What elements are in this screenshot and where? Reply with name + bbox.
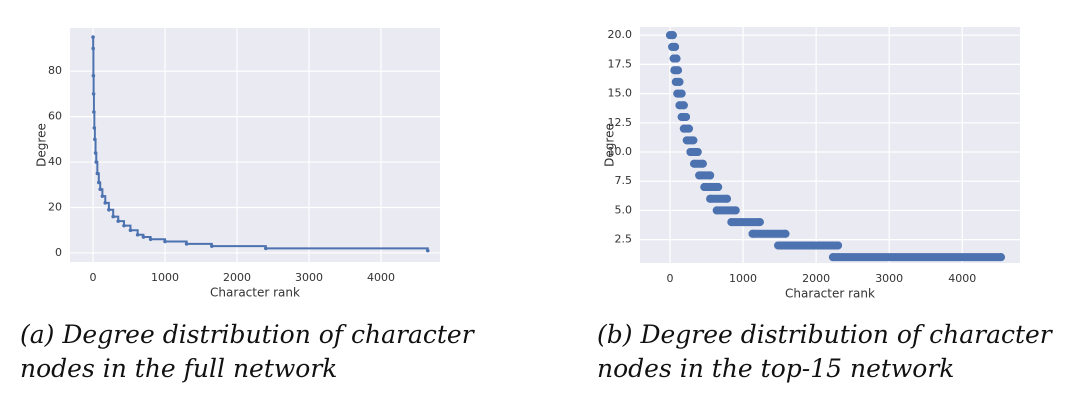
data-point [727,218,736,227]
data-point [689,136,698,145]
y-tick-label: 10.0 [608,145,633,158]
data-point [695,171,704,180]
data-point [698,159,707,168]
caption-line: nodes in the full network [20,354,337,383]
data-point [690,159,699,168]
x-axis-label: Character rank [785,287,875,301]
data-point [116,219,121,223]
data-point [91,73,96,78]
y-tick-label: 60 [48,110,62,123]
data-point [668,31,677,40]
y-tick-label: 20 [48,200,62,213]
data-point [686,148,695,157]
y-tick-label: 7.5 [615,174,633,187]
x-axis-label: Character rank [210,286,300,300]
y-tick-label: 20.0 [608,28,633,41]
data-point [675,77,684,86]
data-point [755,218,764,227]
data-point [163,239,167,244]
data-point [141,235,146,239]
data-point [684,124,693,133]
data-point [135,232,140,237]
y-axis-label: Degree [35,123,49,167]
data-point [93,137,97,142]
data-point [700,183,709,192]
data-point [94,160,99,164]
data-point [92,126,97,130]
data-point [781,229,790,238]
y-tick-label: 12.5 [608,116,633,129]
data-point [828,253,837,262]
data-point [91,35,95,39]
x-tick-label: 0 [666,272,673,285]
x-tick-label: 2000 [223,271,251,284]
x-tick-label: 3000 [875,272,903,285]
data-point [677,89,686,98]
data-point [103,201,108,205]
data-point [96,180,101,185]
data-point [91,92,96,96]
data-point [122,223,126,228]
y-tick-label: 40 [48,155,62,168]
data-point [425,248,430,253]
data-point [706,171,715,180]
data-point [706,194,715,203]
data-point [111,214,115,219]
y-tick-label: 17.5 [608,57,633,70]
data-point [148,237,153,242]
data-point [682,136,691,145]
data-point [672,54,681,63]
data-point [91,46,95,51]
x-tick-label: 4000 [367,271,395,284]
x-tick-label: 1000 [729,272,757,285]
caption-line: (b) Degree distribution of character [597,320,1054,349]
data-point [107,207,111,212]
data-point [95,171,100,176]
data-point [93,151,98,155]
data-point [98,187,103,192]
data-point [834,241,843,250]
data-point [714,183,723,192]
caption-line: (a) Degree distribution of character [20,320,476,349]
x-tick-label: 3000 [295,271,323,284]
y-tick-label: 5.0 [615,203,633,216]
data-point [693,148,702,157]
data-point [712,206,721,215]
data-point [774,241,783,250]
x-tick-label: 4000 [948,272,976,285]
y-axis-label: Degree [603,123,617,167]
data-point [674,66,682,75]
data-point [128,228,133,232]
x-tick-label: 0 [90,271,97,284]
plot-area [640,27,1020,263]
y-tick-label: 15.0 [608,87,633,100]
data-point [100,194,105,198]
data-point [731,206,740,215]
caption-line: nodes in the top-15 network [597,354,954,383]
data-point [184,242,189,246]
data-point [679,101,688,110]
data-point [682,112,691,121]
x-tick-label: 2000 [802,272,830,285]
y-tick-label: 80 [48,64,62,77]
y-tick-label: 2.5 [615,233,633,246]
plot-area [70,28,440,262]
data-point [997,253,1005,262]
data-point [92,110,96,114]
y-tick-label: 0 [55,246,62,259]
x-tick-label: 1000 [151,271,179,284]
data-point [722,194,731,203]
data-point [263,246,268,251]
data-point [210,244,214,248]
data-point [748,229,757,238]
data-point [671,42,680,51]
